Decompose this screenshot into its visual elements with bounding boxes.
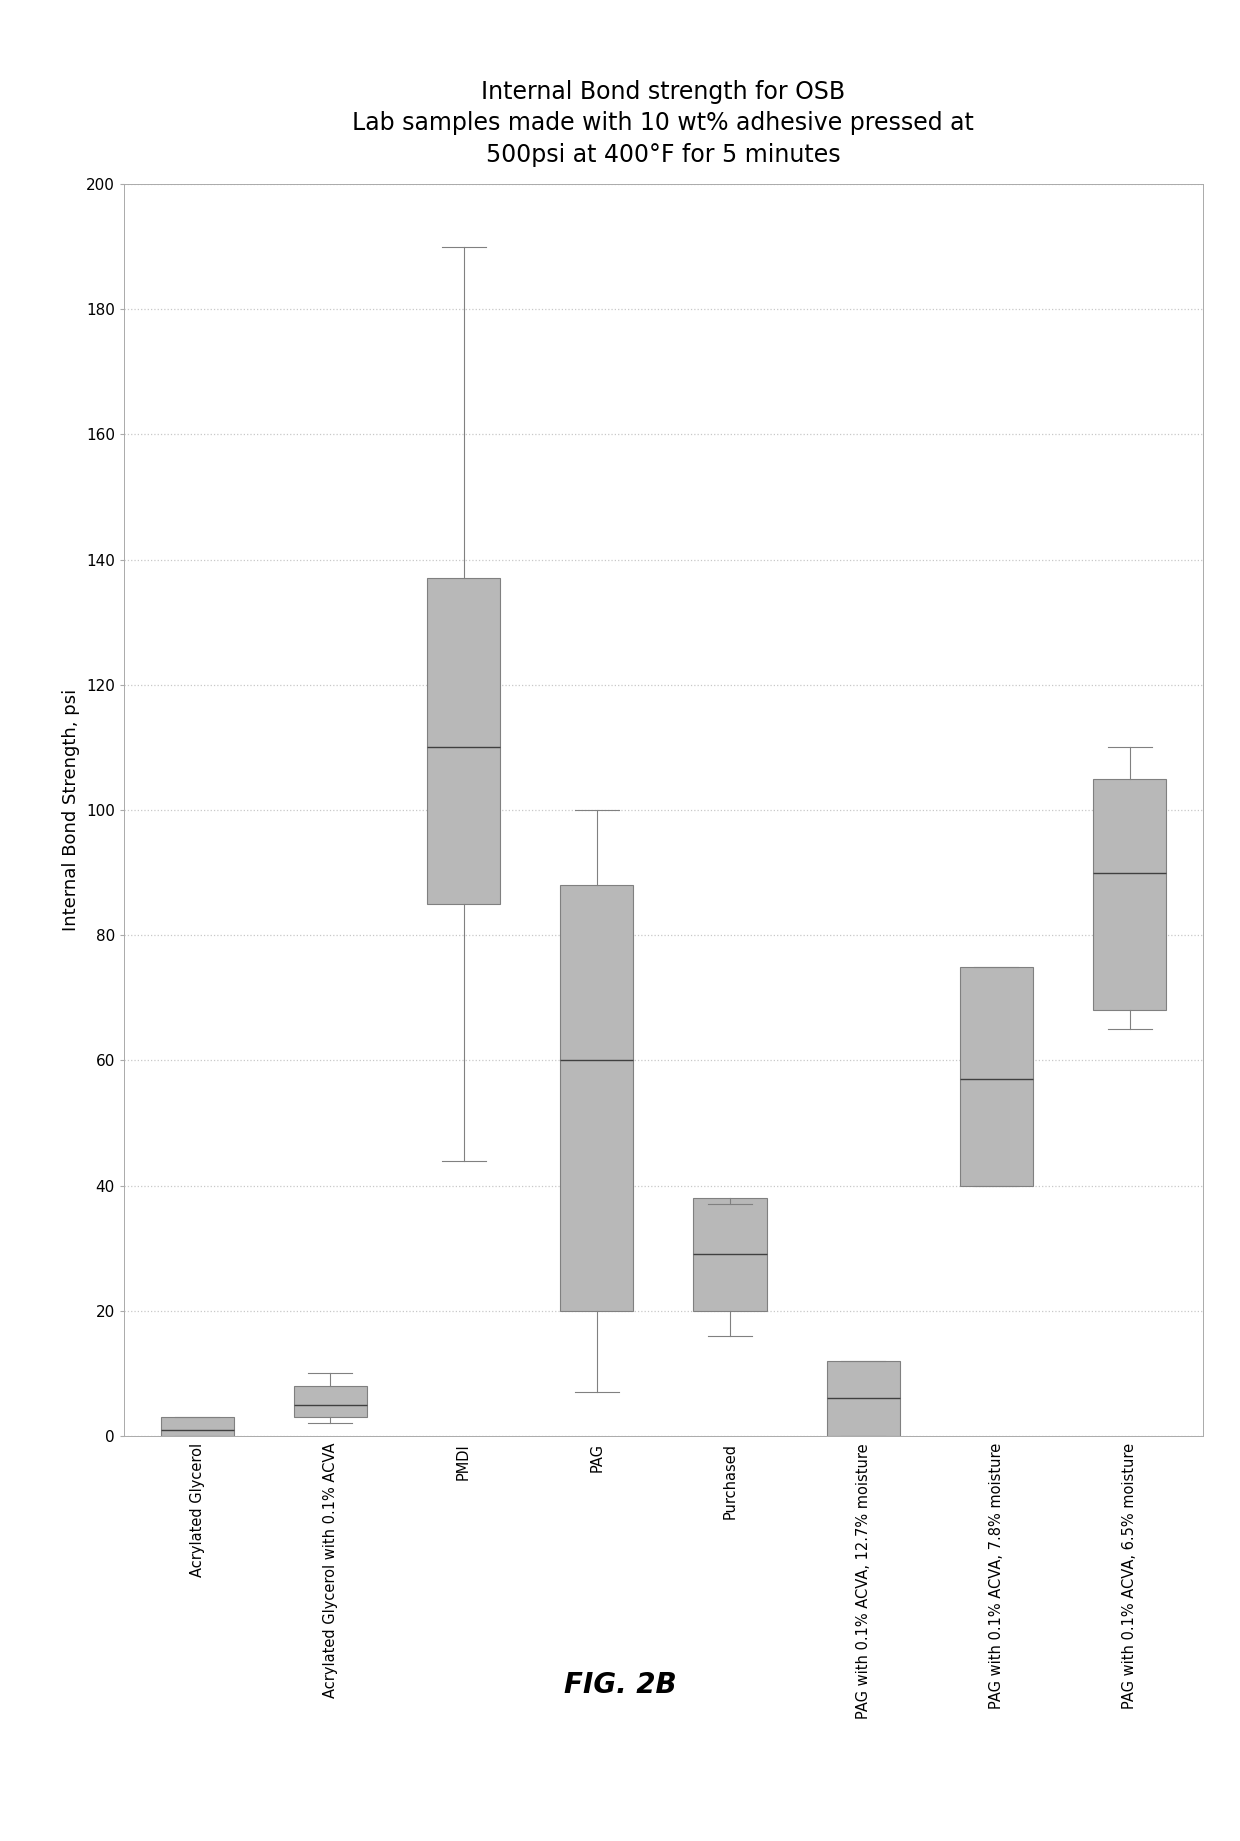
Title: Internal Bond strength for OSB
Lab samples made with 10 wt% adhesive pressed at
: Internal Bond strength for OSB Lab sampl…	[352, 79, 975, 168]
Bar	[294, 1386, 367, 1418]
Bar	[960, 967, 1033, 1186]
Bar	[560, 886, 634, 1311]
Bar	[1092, 779, 1166, 1011]
Bar	[427, 578, 500, 904]
Text: FIG. 2B: FIG. 2B	[564, 1670, 676, 1699]
Bar	[161, 1418, 234, 1436]
Bar	[827, 1360, 900, 1436]
Bar	[693, 1198, 766, 1311]
Y-axis label: Internal Bond Strength, psi: Internal Bond Strength, psi	[62, 689, 81, 932]
